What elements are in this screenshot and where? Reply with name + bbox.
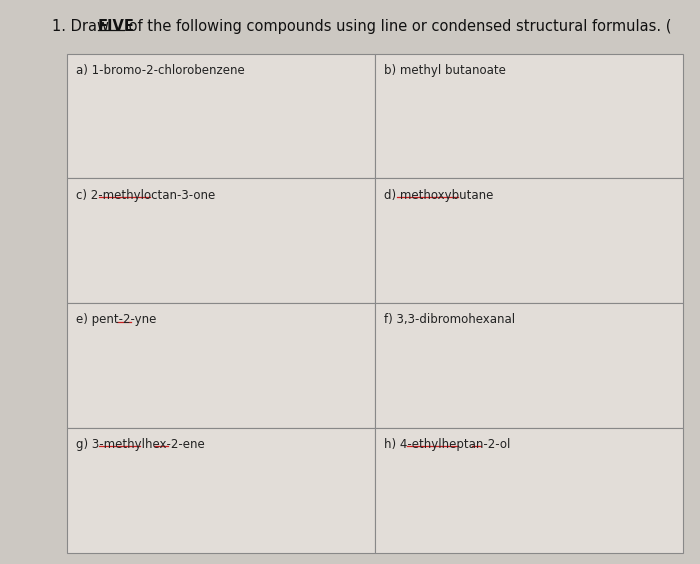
Bar: [66, 428, 375, 553]
Text: c) 2-methyloctan-3-one: c) 2-methyloctan-3-one: [76, 188, 215, 201]
Bar: [374, 54, 682, 178]
Text: e) pent-2-yne: e) pent-2-yne: [76, 314, 156, 327]
Bar: [66, 178, 375, 303]
Bar: [66, 54, 375, 178]
Bar: [374, 178, 682, 303]
Bar: [374, 303, 682, 428]
Text: d) methoxybutane: d) methoxybutane: [384, 188, 493, 201]
Text: FIVE: FIVE: [98, 19, 134, 34]
Text: h) 4-ethylheptan-2-ol: h) 4-ethylheptan-2-ol: [384, 438, 510, 451]
Text: of the following compounds using line or condensed structural formulas. (: of the following compounds using line or…: [125, 19, 672, 34]
Text: a) 1-bromo-2-chlorobenzene: a) 1-bromo-2-chlorobenzene: [76, 64, 244, 77]
Bar: [66, 303, 375, 428]
Text: 1. Draw: 1. Draw: [52, 19, 114, 34]
Text: g) 3-methylhex-2-ene: g) 3-methylhex-2-ene: [76, 438, 204, 451]
Bar: [374, 428, 682, 553]
Text: b) methyl butanoate: b) methyl butanoate: [384, 64, 505, 77]
Text: f) 3,3-dibromohexanal: f) 3,3-dibromohexanal: [384, 314, 514, 327]
